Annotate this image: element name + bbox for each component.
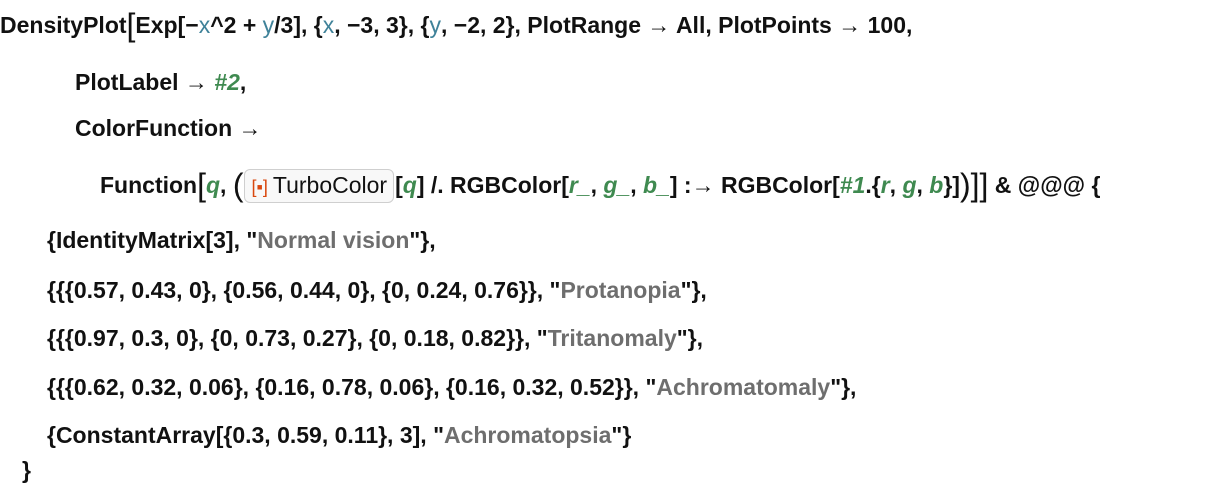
- code-token: ^2 +: [210, 12, 263, 38]
- color-scheme-name: TurboColor: [272, 172, 388, 198]
- code-line[interactable]: PlotLabel → #2,: [75, 67, 246, 97]
- code-token: {{{0.57, 0.43, 0}, {0.56, 0.44, 0}, {0, …: [47, 277, 561, 303]
- code-line[interactable]: Function[q, ([▪] TurboColor [q] /. RGBColo…: [100, 169, 1100, 203]
- pattern-token: b: [929, 172, 944, 198]
- code-token: "},: [830, 374, 857, 400]
- pattern-token: g_: [603, 172, 631, 198]
- string-token: Achromatomaly: [656, 374, 831, 400]
- turbocolor-gradient-button[interactable]: [▪] TurboColor: [244, 169, 395, 203]
- code-token: ,: [590, 172, 604, 198]
- code-token: }: [22, 457, 31, 483]
- bracket-token: (: [232, 167, 244, 203]
- code-line[interactable]: }: [22, 455, 31, 485]
- code-token: "},: [680, 277, 707, 303]
- code-token: ,: [916, 172, 930, 198]
- code-token: ,: [239, 69, 247, 95]
- bracket-token: )]]: [959, 167, 989, 203]
- code-token: "},: [676, 325, 704, 351]
- pattern-token: g: [902, 172, 917, 198]
- string-token: Tritanomaly: [547, 325, 677, 351]
- code-line[interactable]: {{{0.97, 0.3, 0}, {0, 0.73, 0.27}, {0, 0…: [47, 323, 703, 353]
- code-token: "},: [409, 227, 436, 253]
- code-token: "}: [611, 422, 632, 448]
- code-token: ] /. RGBColor[: [416, 172, 569, 198]
- code-token: .{: [865, 172, 881, 198]
- code-token: , −3, 3}, {: [334, 12, 430, 38]
- code-token: /3], {: [274, 12, 323, 38]
- pattern-token: r_: [568, 172, 591, 198]
- pattern-token: q: [402, 172, 417, 198]
- code-token: & @@@ {: [988, 172, 1101, 198]
- code-token: }]: [943, 172, 960, 198]
- code-line[interactable]: DensityPlot[Exp[−x^2 + y/3], {x, −3, 3},…: [0, 7, 913, 43]
- code-token: ] :→ RGBColor[: [669, 172, 840, 198]
- code-token: ,: [220, 172, 233, 198]
- string-token: Normal vision: [257, 227, 410, 253]
- code-token: ,: [889, 172, 903, 198]
- variable-token: x: [322, 12, 335, 38]
- code-token: {ConstantArray[{0.3, 0.59, 0.11}, 3], ": [47, 422, 444, 448]
- code-token: ,: [630, 172, 644, 198]
- code-line[interactable]: {ConstantArray[{0.3, 0.59, 0.11}, 3], "A…: [47, 420, 631, 450]
- code-token: , −2, 2}, PlotRange → All, PlotPoints → …: [440, 12, 913, 38]
- code-token: Function: [100, 172, 198, 198]
- pattern-token: #2: [214, 69, 240, 95]
- string-token: Protanopia: [560, 277, 681, 303]
- variable-token: y: [262, 12, 275, 38]
- code-token: PlotLabel →: [75, 69, 215, 95]
- code-token: [: [395, 172, 403, 198]
- variable-token: x: [198, 12, 211, 38]
- code-token: Exp[−: [135, 12, 199, 38]
- pattern-token: r: [880, 172, 890, 198]
- code-token: ColorFunction →: [75, 115, 262, 141]
- code-line[interactable]: {{{0.57, 0.43, 0}, {0.56, 0.44, 0}, {0, …: [47, 275, 707, 305]
- code-token: DensityPlot: [0, 12, 127, 38]
- string-token: Achromatopsia: [443, 422, 612, 448]
- variable-token: y: [429, 12, 441, 38]
- pattern-token: #1: [839, 172, 866, 198]
- code-line[interactable]: {IdentityMatrix[3], "Normal vision"},: [47, 225, 436, 255]
- pattern-token: q: [205, 172, 221, 198]
- code-token: {IdentityMatrix[3], ": [47, 227, 258, 253]
- code-line[interactable]: {{{0.62, 0.32, 0.06}, {0.16, 0.78, 0.06}…: [47, 372, 856, 402]
- color-scheme-icon: [▪]: [251, 177, 268, 197]
- code-token: {{{0.62, 0.32, 0.06}, {0.16, 0.78, 0.06}…: [47, 374, 657, 400]
- code-line[interactable]: ColorFunction →: [75, 113, 262, 143]
- bracket-token: [: [197, 167, 206, 203]
- bracket-token: [: [126, 7, 136, 43]
- code-token: {{{0.97, 0.3, 0}, {0, 0.73, 0.27}, {0, 0…: [47, 325, 548, 351]
- pattern-token: b_: [643, 172, 670, 198]
